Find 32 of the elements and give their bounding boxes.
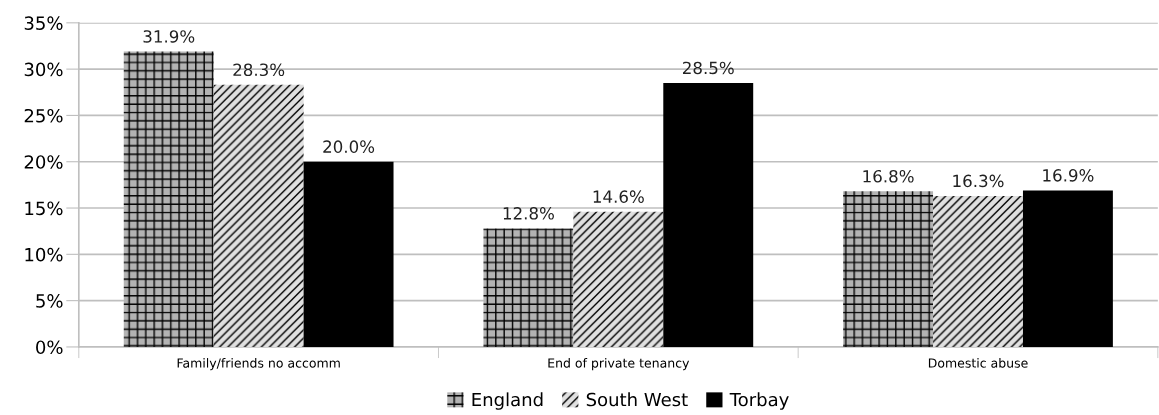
data-label: 16.9%	[1043, 169, 1094, 182]
y-tick-label: 20%	[24, 155, 63, 169]
legend-label: Torbay	[729, 392, 789, 410]
y-tick-label: 15%	[25, 201, 63, 216]
bar	[573, 211, 664, 347]
data-label: 31.9%	[143, 30, 195, 43]
data-label: 12.8%	[503, 207, 554, 220]
x-tick-label: Family/friends no accomm	[177, 358, 340, 371]
bar	[843, 191, 934, 347]
data-label: 28.5%	[682, 61, 734, 75]
bar	[303, 161, 394, 347]
bar	[483, 228, 574, 347]
data-label: 28.3%	[233, 63, 285, 77]
bar	[1022, 190, 1113, 347]
legend-label: South West	[586, 392, 688, 407]
data-label: 16.3%	[953, 174, 1004, 188]
bar	[213, 84, 304, 347]
y-tick-label: 30%	[24, 62, 63, 77]
y-tick-label: 25%	[24, 108, 63, 123]
x-tick-label: End of private tenancy	[548, 358, 690, 371]
bar	[933, 196, 1023, 347]
y-tick-label: 10%	[25, 247, 63, 262]
data-label: 20.0%	[323, 140, 375, 153]
x-tick-label: Domestic abuse	[928, 358, 1028, 368]
bar	[123, 51, 214, 347]
y-tick-label: 35%	[24, 16, 63, 30]
bar	[663, 83, 754, 347]
data-label: 14.6%	[593, 190, 644, 203]
y-tick-label: 5%	[36, 294, 63, 308]
data-label: 16.8%	[863, 169, 914, 183]
legend-label: England	[472, 392, 543, 410]
y-tick-label: 0%	[36, 340, 63, 355]
